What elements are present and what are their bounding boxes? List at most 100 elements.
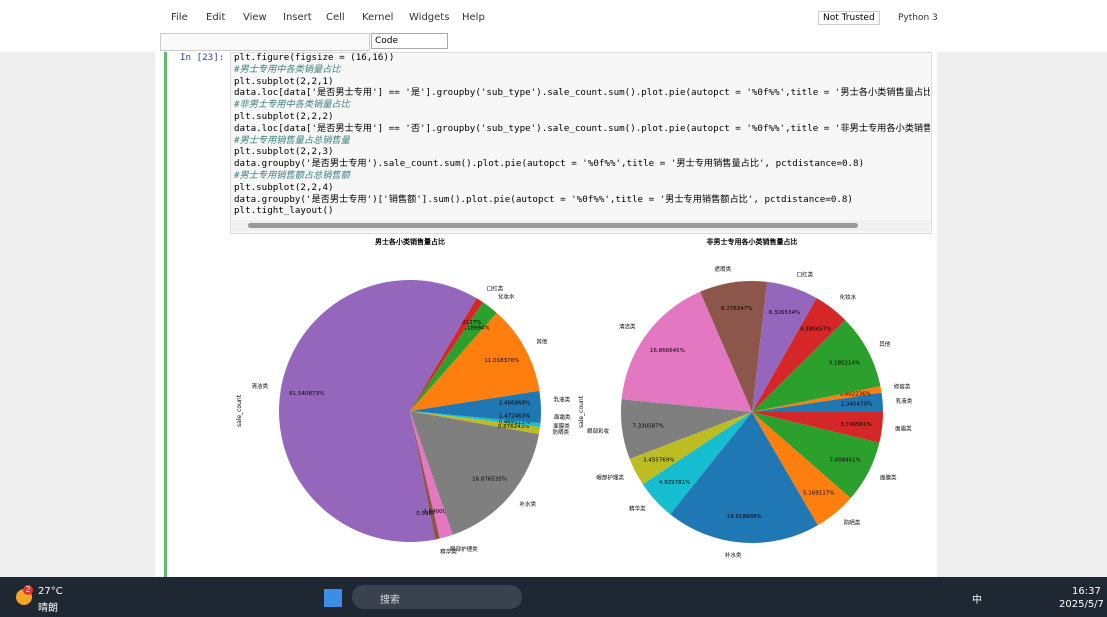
- pie-slice: [410, 411, 541, 424]
- slice-label: 化妆水: [498, 292, 515, 300]
- menu-item: File: [171, 12, 188, 23]
- chart-title: 男士各小类销售量占比: [375, 237, 445, 246]
- pie-slice: [410, 302, 497, 411]
- slice-label: 化妆水: [840, 293, 857, 301]
- pie-slice: [752, 412, 880, 499]
- slice-label: 清洁类: [251, 382, 268, 390]
- slice-percent: 3.746561%: [840, 422, 871, 428]
- slice-percent: 8.276347%: [721, 306, 752, 312]
- code-line: #非男士专用中各类销量占比: [234, 99, 350, 111]
- pie-slice: [410, 411, 541, 427]
- toolbar-buttons[interactable]: [160, 33, 370, 51]
- slice-percent: 4.929781%: [659, 480, 690, 486]
- pie-slice: [752, 412, 883, 443]
- time: 16:37: [1072, 586, 1101, 597]
- code-area[interactable]: [230, 52, 932, 234]
- search-text: 搜索: [380, 595, 400, 606]
- slice-percent: 0.802236%: [839, 391, 870, 397]
- code-line: plt.subplot(2,2,4): [234, 181, 334, 193]
- code-line: plt.tight_layout(): [234, 205, 334, 217]
- slice-label: 遮瑕类: [714, 265, 731, 273]
- menu-item: Edit: [206, 12, 226, 23]
- slice-label: 口红类: [797, 270, 814, 278]
- weather: 晴朗: [38, 603, 58, 614]
- pie-slice: [621, 399, 752, 459]
- slice-label: 面霜类: [895, 425, 912, 433]
- pie-slice: [621, 291, 752, 412]
- pie-slice: [279, 280, 477, 542]
- menu-item: Widgets: [409, 12, 450, 23]
- slice-label: 补水类: [520, 500, 537, 508]
- pie-slice: [642, 412, 752, 515]
- slice-label: 眼部彩妆: [587, 427, 610, 435]
- slice-label: 精华类: [440, 547, 457, 555]
- slice-percent: 11.018376%: [484, 358, 519, 364]
- pie-slice: [752, 392, 883, 412]
- code-line: data.groupby('是否男士专用')['销售额'].sum().plot…: [234, 193, 853, 205]
- y-axis-label: sale_count: [578, 395, 585, 428]
- menu-item: Insert: [283, 12, 312, 23]
- temperature: 27°C: [38, 586, 63, 597]
- slice-percent: 16.876535%: [472, 477, 507, 483]
- code-line: plt.subplot(2,2,2): [234, 110, 334, 122]
- code-line: plt.subplot(2,2,1): [234, 75, 334, 87]
- cell-type-select[interactable]: Code: [371, 33, 448, 49]
- chart-title: 非男士专用各小类销售量占比: [707, 237, 798, 246]
- slice-label: 眼部护理类: [596, 473, 624, 481]
- pie-slice: [700, 281, 768, 412]
- code-line: data.loc[data['是否男士专用'] == '否'].groupby(…: [234, 122, 930, 134]
- scrollbar[interactable]: [232, 220, 929, 231]
- pie-slice: [752, 281, 817, 412]
- trusted[interactable]: Not Trusted: [818, 11, 880, 25]
- prompt: In [23]:: [180, 52, 225, 63]
- code-line: data.loc[data['是否男士专用'] == '是'].groupby(…: [234, 87, 930, 99]
- slice-percent: 0.598408%: [416, 511, 447, 517]
- slice-label: 口红类: [487, 285, 504, 293]
- taskbar: 2 27°C 晴朗 搜索 中 16:37 2025/5/7: [0, 577, 1107, 617]
- code-line: plt.figure(figsize = (16,16)): [234, 52, 395, 63]
- pie-slice: [752, 412, 851, 526]
- slice-percent: 2.466868%: [499, 400, 530, 406]
- y-axis-label: sale_count: [236, 394, 243, 427]
- slice-percent: 0.876243%: [498, 424, 529, 430]
- pie-slice: [410, 411, 440, 540]
- menu-item: Help: [462, 12, 485, 23]
- slice-percent: 0.922127%: [450, 320, 481, 326]
- slice-percent: 19.018998%: [727, 514, 762, 520]
- slice-percent: 1.472463%: [499, 413, 530, 419]
- slice-percent: 61.540873%: [289, 391, 324, 397]
- date: 2025/5/7: [1059, 599, 1104, 610]
- ime[interactable]: 中: [972, 595, 982, 606]
- pie-slice: [410, 390, 541, 411]
- pie-slice: [410, 298, 483, 411]
- slice-label: 补水类: [725, 551, 742, 559]
- pie-slice: [752, 297, 846, 412]
- pie-slice: [410, 411, 453, 539]
- slice-label: 精华类: [629, 505, 646, 513]
- pie-slice: [410, 312, 540, 411]
- slice-label: 乳液类: [896, 397, 913, 405]
- slice-label: 面膜类: [880, 474, 897, 482]
- charts: 男士各小类销售量占比 sale_count 乳液类 2.466868% 其他 11.018…: [236, 237, 913, 559]
- search[interactable]: 搜索: [352, 585, 522, 609]
- slice-label: 清洁类: [619, 323, 636, 331]
- pie-slice: [410, 411, 539, 535]
- slice-percent: 7.330587%: [632, 424, 663, 430]
- code-line: #男士专用销售额占总销售额: [234, 169, 350, 181]
- kernel: Python 3: [898, 13, 938, 23]
- slice-label: 面膜类: [553, 422, 570, 430]
- slice-percent: 3.455769%: [643, 457, 674, 463]
- pie-slice: [410, 411, 541, 435]
- slice-percent: 5.169117%: [803, 490, 834, 496]
- scroll-thumb[interactable]: [248, 223, 858, 228]
- code-line: #男士专用中各类销量占比: [234, 63, 341, 75]
- toolbar: Code: [160, 33, 470, 51]
- code-line: data.groupby('是否男士专用').sale_count.sum().…: [234, 158, 865, 170]
- slice-percent: 2.345470%: [841, 402, 872, 408]
- taskbar-apps[interactable]: [530, 587, 790, 607]
- slice-label: 眼部护理类: [450, 545, 478, 553]
- pie-slice: [752, 319, 881, 412]
- start[interactable]: [324, 589, 342, 607]
- slice-label: 乳液类: [554, 395, 571, 403]
- badge: 2: [23, 585, 33, 595]
